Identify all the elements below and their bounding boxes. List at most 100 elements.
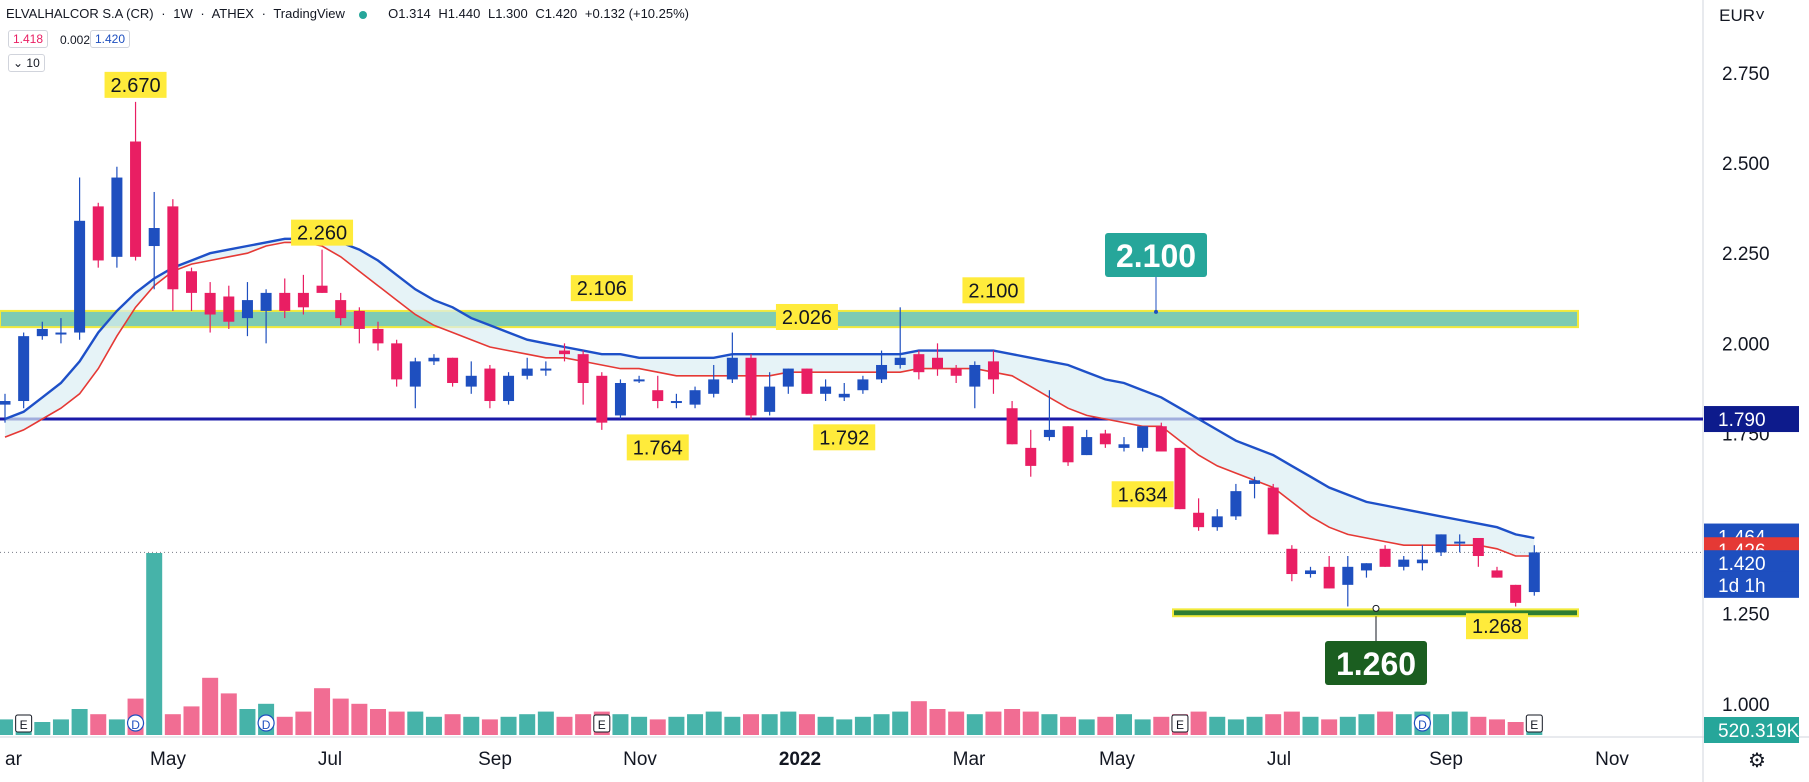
candle xyxy=(297,274,309,315)
candle xyxy=(1379,545,1391,567)
volume-bar xyxy=(1004,709,1021,735)
axis-price-badge-bg xyxy=(1704,571,1799,598)
candle-body xyxy=(297,292,309,308)
candle-body xyxy=(876,364,888,380)
event-marker[interactable]: E xyxy=(1171,714,1189,733)
ema-band xyxy=(5,238,1535,557)
candle-body xyxy=(1360,563,1372,571)
candle xyxy=(782,368,794,394)
price-label: 1.764 xyxy=(626,434,689,461)
event-marker-text: D xyxy=(1418,718,1427,732)
price-label-bg xyxy=(1466,613,1528,640)
event-marker[interactable]: E xyxy=(593,714,611,733)
x-tick-label: Nov xyxy=(1595,749,1629,770)
volume-bar xyxy=(1209,716,1226,735)
candle xyxy=(484,364,496,409)
candle-body xyxy=(223,296,235,322)
candle-body xyxy=(782,368,794,387)
support-anchor xyxy=(1372,604,1380,612)
price-label-text: 1.792 xyxy=(819,427,869,449)
dividend-icon xyxy=(126,714,145,732)
price-label-text: 2.106 xyxy=(577,278,627,300)
volume-bar xyxy=(1041,714,1058,735)
event-marker[interactable]: D xyxy=(126,714,145,732)
price-label-bg xyxy=(775,303,838,330)
candle-body xyxy=(148,228,160,247)
volume-bar xyxy=(1321,719,1338,735)
sell-price-box[interactable]: 1.418 xyxy=(8,30,49,48)
candle xyxy=(372,321,384,351)
volume-bar xyxy=(892,711,909,735)
candle-body xyxy=(167,206,179,290)
price-label-bg xyxy=(1111,481,1174,508)
candle-body xyxy=(559,350,570,355)
candle xyxy=(652,375,664,409)
event-marker[interactable]: D xyxy=(1413,714,1432,732)
volume-bar xyxy=(929,709,946,735)
chevron-down-icon: ˅ xyxy=(1755,6,1765,25)
resistance-badge-bg xyxy=(1105,233,1207,277)
y-tick-label: 2.500 xyxy=(1722,154,1770,175)
candle-body xyxy=(204,292,216,315)
symbol-name[interactable]: ELVALHALCOR S.A (CR) xyxy=(6,6,154,21)
candle xyxy=(167,199,179,311)
volume-bar xyxy=(1022,711,1039,735)
candle-body xyxy=(857,379,869,391)
candle-body xyxy=(950,368,962,376)
volume-badge-bg xyxy=(1704,717,1799,743)
candle-body xyxy=(484,368,496,402)
event-marker[interactable]: E xyxy=(15,714,33,733)
x-tick-label: Jul xyxy=(318,749,342,770)
axis-price-badge-text: 1d 1h xyxy=(1718,576,1766,597)
spread-value: 0.002 xyxy=(60,33,91,47)
candle xyxy=(0,393,11,423)
candle-body xyxy=(596,375,608,423)
interval[interactable]: 1W xyxy=(173,6,193,21)
earnings-icon xyxy=(15,714,33,733)
event-marker[interactable]: D xyxy=(257,714,275,732)
candle xyxy=(1174,447,1186,510)
volume-bar xyxy=(220,693,237,735)
axis-price-badge-text: 1.420 xyxy=(1718,554,1766,575)
candle-body xyxy=(74,220,86,333)
candle xyxy=(1025,429,1037,477)
price-label-text: 2.670 xyxy=(111,75,161,97)
candle-body xyxy=(1118,444,1130,448)
candle xyxy=(1006,401,1018,445)
event-marker[interactable]: E xyxy=(1525,714,1543,733)
candle-body xyxy=(279,292,291,311)
candle-body xyxy=(670,401,682,404)
volume-bar xyxy=(1283,711,1300,735)
volume-bar xyxy=(1116,714,1132,735)
event-marker-text: E xyxy=(598,718,606,732)
price-label: 2.106 xyxy=(570,275,633,302)
currency-selector[interactable]: EUR˅ xyxy=(1719,6,1765,26)
y-tick-label: 1.250 xyxy=(1722,605,1770,626)
candle xyxy=(1510,584,1522,607)
volume-bar xyxy=(332,698,349,735)
event-marker-text: E xyxy=(20,718,28,732)
candle xyxy=(1230,483,1242,520)
event-marker-text: E xyxy=(1176,718,1184,732)
price-label-bg xyxy=(626,434,689,461)
candle xyxy=(74,177,86,340)
volume-bar xyxy=(817,716,834,735)
candle-body xyxy=(1454,541,1466,544)
volume-bar xyxy=(202,677,219,735)
resistance-badge-text: 2.100 xyxy=(1116,238,1196,274)
price-label-text: 2.100 xyxy=(968,280,1018,302)
candle xyxy=(1435,534,1447,557)
candle-body xyxy=(36,328,48,337)
price-label: 1.792 xyxy=(813,424,876,451)
market-status-icon xyxy=(358,10,367,19)
volume-bar xyxy=(1339,716,1356,735)
ohlc-close: C1.420 xyxy=(535,6,578,21)
price-label-bg xyxy=(962,277,1025,304)
candle xyxy=(1249,476,1261,499)
candle-body xyxy=(260,292,272,311)
volume-settings-box[interactable]: ⌄ 10 xyxy=(8,54,45,72)
gear-icon[interactable]: ⚙ xyxy=(1748,750,1766,772)
candle xyxy=(1099,429,1111,448)
buy-price-box[interactable]: 1.420 xyxy=(90,30,131,48)
